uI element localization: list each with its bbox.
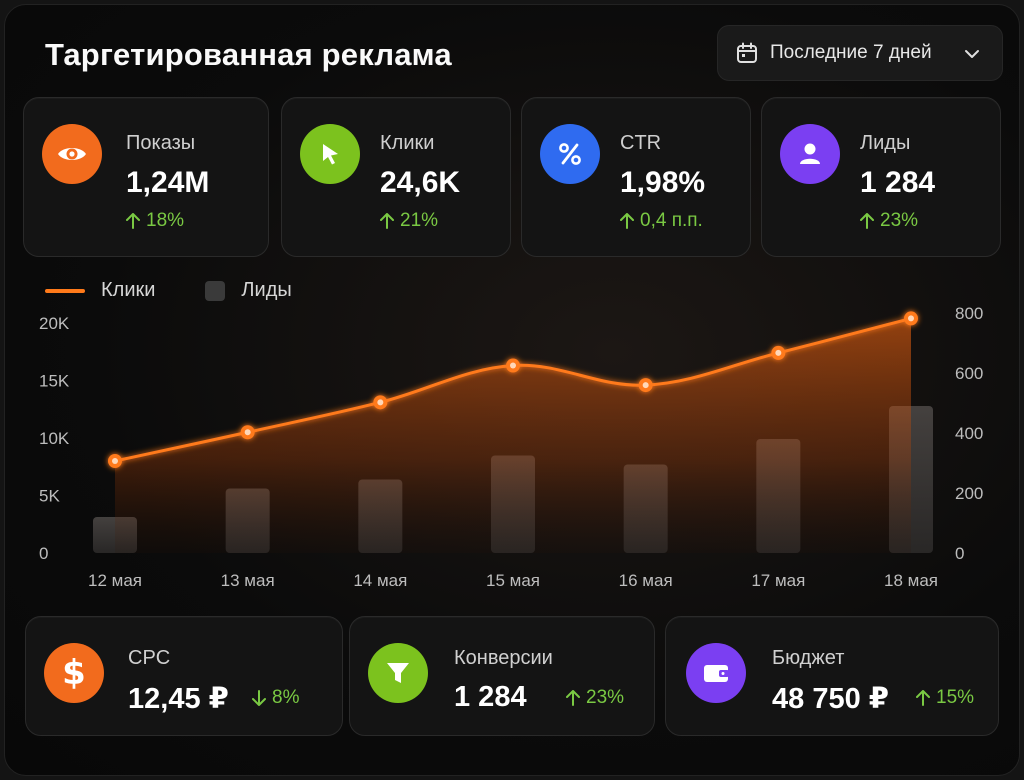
- legend-bar-swatch: [205, 280, 226, 301]
- calendar-icon: [737, 42, 757, 63]
- y-right-tick-label: 400: [955, 424, 983, 443]
- stat-value: 48 750 ₽: [772, 683, 889, 715]
- page-title: Таргетированная реклама: [45, 37, 452, 72]
- stat-value: 12,45 ₽: [128, 683, 229, 715]
- stat-delta-value: 21%: [400, 210, 439, 231]
- x-tick-label: 12 мая: [88, 571, 142, 590]
- stat-value: 1,98%: [620, 166, 706, 199]
- stat-delta: 8%: [252, 687, 299, 709]
- clicks-point-center: [775, 349, 782, 356]
- stat-delta: 18%: [126, 210, 184, 232]
- y-left-tick-label: 20K: [39, 314, 70, 333]
- x-tick-label: 17 мая: [751, 571, 805, 590]
- date-range-dropdown[interactable]: Последние 7 дней: [717, 25, 1003, 81]
- dashboard-panel: Таргетированная реклама Последние 7 дней…: [4, 4, 1020, 776]
- y-right-tick-label: 200: [955, 484, 983, 503]
- stat-label: Конверсии: [454, 647, 553, 669]
- stat-delta: 15%: [916, 687, 974, 709]
- clicks-area: [115, 318, 911, 553]
- stat-delta: 0,4 п.п.: [620, 210, 703, 232]
- chevron-down-icon: [965, 50, 979, 58]
- stat-value: 1,24M: [126, 166, 210, 199]
- clicks-leads-chart: 0 5K 10K 15K 20K 0 200 400 600 800 12 мая 13 мая 14 …: [39, 304, 983, 590]
- arrow-up-icon: [380, 213, 394, 229]
- stat-delta-value: 23%: [586, 687, 625, 708]
- funnel-icon: [368, 643, 428, 703]
- x-tick-label: 14 мая: [353, 571, 407, 590]
- stat-card-leads: Лиды 1 284 23%: [761, 97, 1001, 257]
- stat-delta-value: 18%: [146, 210, 185, 231]
- x-tick-label: 15 мая: [486, 571, 540, 590]
- stat-label: Показы: [126, 132, 196, 154]
- stat-label: Клики: [380, 132, 435, 154]
- legend-label-clicks: Клики: [101, 279, 156, 301]
- y-left-tick-label: 10K: [39, 429, 70, 448]
- stat-value: 1 284: [860, 166, 936, 199]
- x-tick-label: 13 мая: [221, 571, 275, 590]
- y-right-tick-label: 600: [955, 364, 983, 383]
- legend-label-leads: Лиды: [241, 279, 292, 301]
- eye-icon: [42, 124, 102, 184]
- dollar-icon: $: [44, 643, 104, 703]
- date-range-label: Последние 7 дней: [770, 42, 932, 63]
- stat-delta-value: 15%: [936, 687, 975, 708]
- arrow-up-icon: [126, 213, 140, 229]
- stat-delta: 23%: [566, 687, 624, 709]
- stat-card-impressions: Показы 1,24M 18%: [23, 97, 269, 257]
- legend-line-swatch: [45, 288, 85, 293]
- stat-card-conversions: Конверсии 1 284 23%: [349, 616, 655, 736]
- percent-icon: [540, 124, 600, 184]
- stat-label: Бюджет: [772, 647, 845, 669]
- y-left-tick-label: 15K: [39, 372, 70, 391]
- clicks-point-center: [112, 458, 118, 464]
- stat-value: 1 284: [454, 681, 527, 713]
- x-tick-label: 16 мая: [619, 571, 673, 590]
- wallet-icon: [686, 643, 746, 703]
- stat-card-budget: Бюджет 48 750 ₽ 15%: [665, 616, 999, 736]
- y-right-tick-label: 800: [955, 304, 983, 323]
- arrow-up-icon: [916, 690, 930, 706]
- cursor-icon: [300, 124, 360, 184]
- arrow-up-icon: [860, 213, 874, 229]
- stat-value: 24,6K: [380, 166, 461, 199]
- clicks-point-center: [908, 315, 914, 322]
- arrow-up-icon: [566, 690, 580, 706]
- clicks-point-center: [642, 382, 649, 389]
- clicks-point-center: [244, 429, 251, 436]
- x-tick-label: 18 мая: [884, 571, 938, 590]
- y-left-tick-label: 0: [39, 544, 48, 563]
- stat-delta-value: 8%: [272, 687, 300, 708]
- arrow-down-icon: [252, 690, 266, 706]
- y-left-tick-label: 5K: [39, 487, 60, 506]
- stat-label: Лиды: [860, 132, 911, 154]
- clicks-point-center: [377, 399, 384, 406]
- stat-card-ctr: CTR 1,98% 0,4 п.п.: [521, 97, 751, 257]
- chart-legend: Клики Лиды: [45, 279, 292, 302]
- arrow-up-icon: [620, 213, 634, 229]
- stat-card-cpc: $ CPC 12,45 ₽ 8%: [25, 616, 343, 736]
- stat-label: CPC: [128, 647, 171, 669]
- stat-delta: 23%: [860, 210, 918, 232]
- stat-card-clicks: Клики 24,6K 21%: [281, 97, 511, 257]
- clicks-point-center: [510, 362, 516, 369]
- stat-label: CTR: [620, 132, 662, 154]
- user-icon: [780, 124, 840, 184]
- stat-delta-value: 23%: [880, 210, 919, 231]
- y-right-tick-label: 0: [955, 544, 964, 563]
- stat-delta: 21%: [380, 210, 438, 232]
- stat-delta-value: 0,4 п.п.: [640, 210, 703, 231]
